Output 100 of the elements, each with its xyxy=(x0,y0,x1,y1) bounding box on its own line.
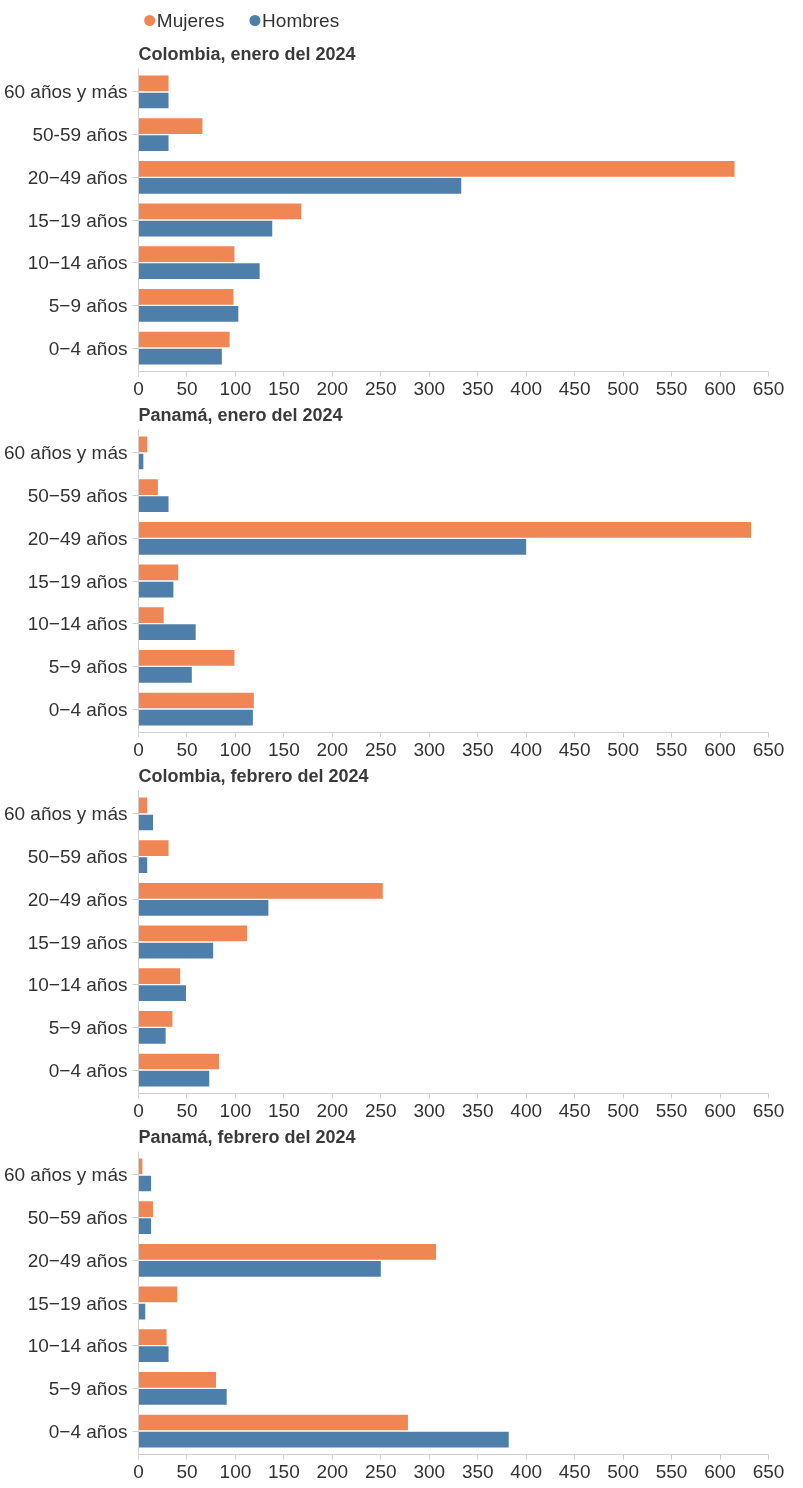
bar xyxy=(138,1010,173,1027)
x-tick-label: 450 xyxy=(558,377,591,399)
x-tick-label: 600 xyxy=(704,1099,736,1121)
bar xyxy=(138,306,239,322)
bar xyxy=(138,1053,219,1070)
x-tick-label: 550 xyxy=(655,1460,688,1482)
bar xyxy=(138,1371,217,1388)
bar xyxy=(138,840,169,856)
x-tick-label: 50 xyxy=(176,377,198,399)
x-tick-label: 100 xyxy=(219,1099,252,1121)
y-tick-label: 15−19 años xyxy=(27,931,128,953)
x-tick-label: 500 xyxy=(607,738,639,760)
x-tick-label: 0 xyxy=(133,377,144,399)
bar xyxy=(138,564,179,581)
bar xyxy=(138,1414,408,1431)
bar xyxy=(138,539,527,555)
bar xyxy=(138,1070,210,1087)
x-tick-label: 350 xyxy=(461,738,494,760)
chart-title: Colombia, enero del 2024 xyxy=(138,43,356,64)
x-tick-label: 200 xyxy=(316,738,349,760)
x-tick-label: 150 xyxy=(268,377,300,399)
bar xyxy=(138,1286,178,1303)
y-tick-label: 10−14 años xyxy=(27,1335,128,1357)
x-tick-label: 350 xyxy=(461,377,494,399)
bar xyxy=(138,348,222,365)
x-tick-label: 300 xyxy=(413,1460,446,1482)
x-tick-label: 200 xyxy=(316,1460,349,1482)
x-tick-label: 250 xyxy=(364,1460,397,1482)
x-tick-label: 600 xyxy=(704,738,736,760)
x-tick-label: 100 xyxy=(219,1460,252,1482)
x-tick-label: 600 xyxy=(704,1460,736,1482)
x-tick-label: 200 xyxy=(316,1099,349,1121)
bar xyxy=(138,288,234,305)
bar xyxy=(138,581,174,598)
bar xyxy=(138,118,203,134)
x-tick-label: 50 xyxy=(176,1460,198,1482)
y-tick-label: 5−9 años xyxy=(48,655,128,677)
x-tick-label: 250 xyxy=(364,738,397,760)
x-tick-label: 650 xyxy=(752,377,785,399)
y-tick-label: 0−4 años xyxy=(48,337,128,359)
bar xyxy=(138,160,735,177)
x-tick-label: 500 xyxy=(607,1099,639,1121)
bar xyxy=(138,246,235,262)
bar xyxy=(138,667,192,683)
bar xyxy=(138,882,383,899)
x-tick-label: 300 xyxy=(413,1099,446,1121)
x-tick-label: 350 xyxy=(461,1099,494,1121)
bar xyxy=(138,1389,227,1405)
bar xyxy=(138,1346,169,1363)
bar xyxy=(138,814,154,831)
x-tick-label: 100 xyxy=(219,377,252,399)
bar xyxy=(138,942,214,959)
y-tick-label: 50-59 años xyxy=(32,124,128,146)
bar xyxy=(138,649,235,666)
x-tick-label: 300 xyxy=(413,738,446,760)
x-tick-label: 150 xyxy=(268,1099,300,1121)
y-tick-label: 60 años y más xyxy=(3,803,128,825)
bar xyxy=(138,1261,381,1277)
y-tick-label: 20−49 años xyxy=(27,1249,128,1271)
bar xyxy=(138,692,254,709)
y-tick-label: 0−4 años xyxy=(48,1059,128,1081)
y-tick-label: 0−4 años xyxy=(48,698,128,720)
x-tick-label: 450 xyxy=(558,1099,591,1121)
y-tick-label: 15−19 años xyxy=(27,570,128,592)
bar xyxy=(138,75,169,92)
y-tick-label: 50−59 años xyxy=(27,1207,128,1229)
x-tick-label: 550 xyxy=(655,377,688,399)
x-tick-label: 400 xyxy=(510,1099,543,1121)
y-tick-label: 5−9 años xyxy=(48,1016,128,1038)
bar xyxy=(138,203,302,220)
bar xyxy=(138,1431,509,1448)
x-tick-label: 450 xyxy=(558,738,591,760)
x-tick-label: 400 xyxy=(510,1460,543,1482)
bar xyxy=(138,1028,166,1044)
x-tick-label: 600 xyxy=(704,377,736,399)
y-tick-label: 15−19 años xyxy=(27,1292,128,1314)
x-tick-label: 350 xyxy=(461,1460,494,1482)
x-tick-label: 250 xyxy=(364,377,397,399)
y-tick-label: 60 años y más xyxy=(3,81,128,103)
y-tick-label: 0−4 años xyxy=(48,1420,128,1442)
y-tick-label: 10−14 años xyxy=(27,613,128,635)
chart-title: Colombia, febrero del 2024 xyxy=(138,765,369,786)
chart-title: Panamá, enero del 2024 xyxy=(138,404,343,425)
y-tick-label: 50−59 años xyxy=(27,846,128,868)
x-tick-label: 300 xyxy=(413,377,446,399)
y-tick-label: 60 años y más xyxy=(3,442,128,464)
x-tick-label: 0 xyxy=(133,1460,144,1482)
x-tick-label: 50 xyxy=(176,1099,198,1121)
bar xyxy=(138,607,164,623)
bar xyxy=(138,925,248,942)
y-tick-label: 10−14 años xyxy=(27,252,128,274)
bar xyxy=(138,521,752,538)
bar xyxy=(138,178,462,194)
bar xyxy=(138,1243,437,1260)
bar xyxy=(138,709,253,726)
bar xyxy=(138,1175,152,1192)
x-tick-label: 550 xyxy=(655,738,688,760)
y-tick-label: 60 años y más xyxy=(3,1164,128,1186)
bar xyxy=(138,624,196,641)
x-tick-label: 100 xyxy=(219,738,252,760)
